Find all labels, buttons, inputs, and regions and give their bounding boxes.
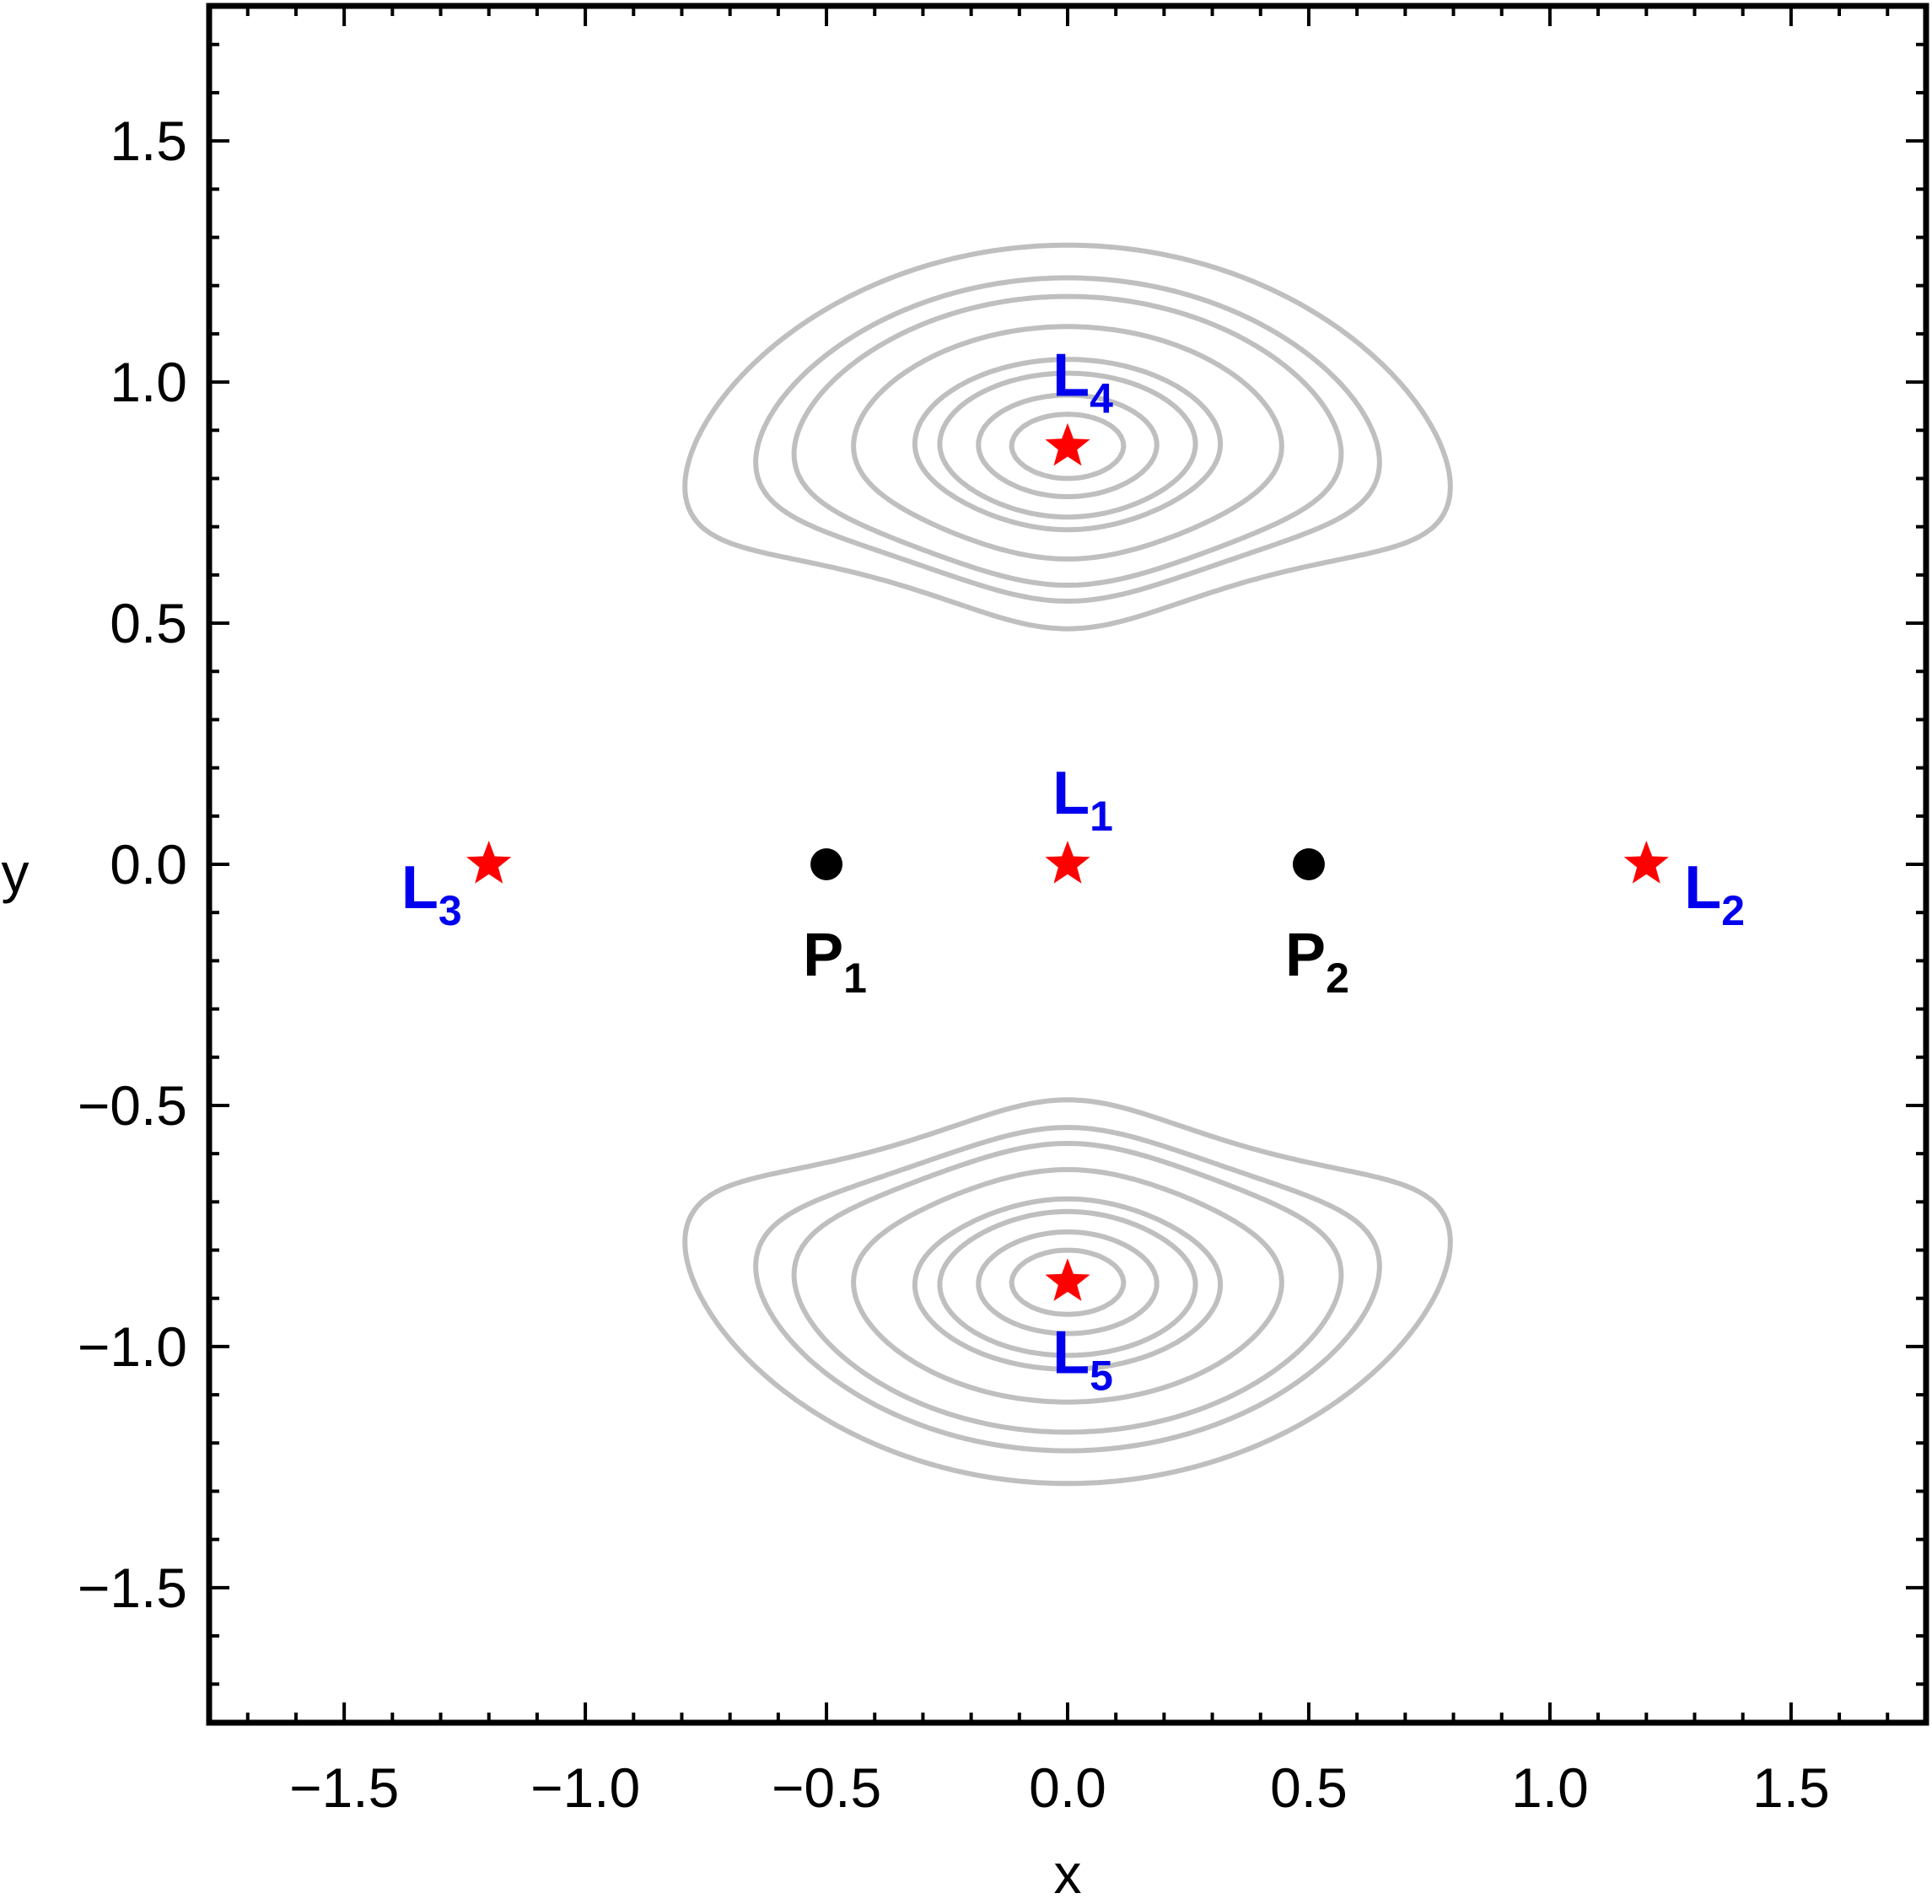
- contour-level-1: [753, 275, 1382, 1454]
- lagrange-point-label: L4: [1052, 342, 1113, 422]
- lagrange-point-marker: [1623, 841, 1669, 884]
- contour-lines: [682, 242, 1453, 1487]
- lagrange-point-label: L1: [1052, 760, 1113, 840]
- y-tick-label: −1.5: [78, 1557, 187, 1619]
- x-tick-label: 0.5: [1270, 1756, 1348, 1819]
- primary-body-label: P1: [803, 922, 867, 1002]
- primary-body-marker: [1292, 848, 1325, 880]
- y-axis-label: y: [2, 842, 30, 904]
- lagrange-point-marker: [1045, 422, 1090, 466]
- y-tick-label: 0.0: [110, 833, 187, 896]
- y-tick-label: −0.5: [78, 1074, 187, 1137]
- x-tick-label: 0.0: [1029, 1756, 1106, 1819]
- contour-level-4: [912, 357, 1224, 1372]
- contour-level-0: [682, 242, 1453, 1487]
- x-tick-label: 1.5: [1752, 1756, 1830, 1819]
- lagrange-point-label: L5: [1052, 1319, 1113, 1399]
- y-tick-label: 0.5: [110, 592, 187, 654]
- lagrange-point-marker: [1045, 841, 1090, 884]
- lagrange-point-label: L2: [1684, 854, 1745, 934]
- primary-body-marker: [810, 848, 843, 880]
- x-tick-label: −1.0: [530, 1756, 640, 1819]
- x-tick-label: −0.5: [772, 1756, 881, 1819]
- contour-level-7: [1009, 411, 1127, 1317]
- lagrange-point-marker: [1045, 1258, 1090, 1301]
- contour-level-3: [851, 324, 1284, 1405]
- x-axis-label: x: [1054, 1842, 1082, 1904]
- contour-level-5: [937, 370, 1198, 1358]
- y-tick-label: 1.0: [110, 351, 187, 413]
- x-tick-label: 1.0: [1511, 1756, 1589, 1819]
- y-tick-label: 1.5: [110, 110, 187, 172]
- x-tick-label: −1.5: [289, 1756, 399, 1819]
- plot-frame: [206, 3, 1929, 1726]
- y-tick-label: −1.0: [78, 1315, 187, 1378]
- lagrange-point-marker: [466, 841, 512, 884]
- primary-body-label: P2: [1285, 922, 1349, 1002]
- contour-level-6: [976, 392, 1160, 1337]
- points-layer: P1 P2 L1 L2 L3 L4 L5: [401, 342, 1745, 1400]
- contour-level-2: [791, 293, 1344, 1435]
- tick-labels: −1.5 −1.0 −0.5 0.0 0.5 1.0 1.5 1.5 1.0 0.5 0.0 −0.5…: [78, 110, 1830, 1819]
- lagrange-point-label: L3: [401, 854, 462, 934]
